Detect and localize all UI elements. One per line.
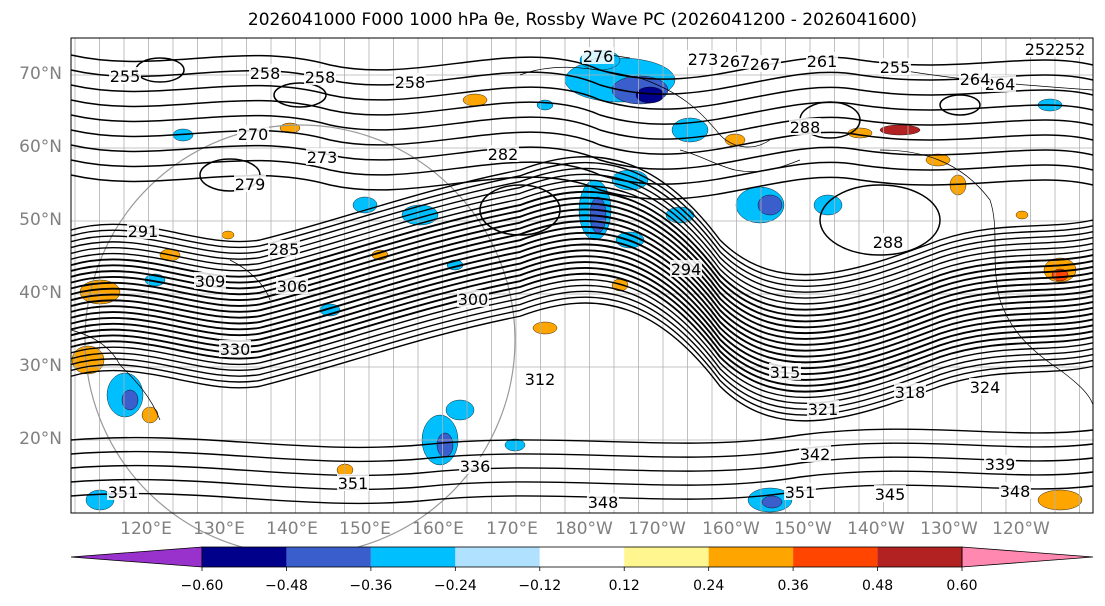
colorbar-tick-label: 0.12	[608, 578, 640, 594]
contour-label: 288	[873, 233, 904, 252]
contour-label: 273	[688, 50, 719, 69]
contour-label: 285	[269, 240, 300, 259]
pc-blob	[879, 124, 921, 136]
contour-label: 339	[985, 455, 1016, 474]
contour-label: 258	[305, 68, 336, 87]
contour-label: 276	[583, 47, 614, 66]
longitude-label: 150°E	[339, 519, 391, 539]
colorbar-tick-label: −0.24	[433, 578, 477, 594]
longitude-label: 170°E	[486, 519, 538, 539]
colorbar-segment	[286, 547, 371, 567]
pc-blob	[1037, 489, 1083, 511]
latitude-label: 70°N	[19, 64, 62, 84]
contour-label: 315	[770, 363, 801, 382]
colorbar-segment	[455, 547, 540, 567]
contour-label: 306	[277, 277, 308, 296]
map-frame	[70, 37, 1094, 514]
colorbar-segment	[202, 547, 287, 567]
contour-label: 291	[128, 222, 159, 241]
colorbar-segment	[708, 547, 794, 567]
contour-label: 309	[195, 272, 226, 291]
contour-label: 321	[808, 400, 839, 419]
pc-blob	[635, 86, 665, 104]
contour-label: 282	[488, 145, 519, 164]
contour-label: 264	[960, 70, 991, 89]
pc-blob	[1015, 210, 1029, 220]
latitude-label: 40°N	[19, 283, 62, 303]
colorbar-tick-label: −0.48	[264, 578, 308, 594]
colorbar-segment	[877, 547, 962, 567]
contour-label: 336	[460, 457, 491, 476]
colorbar-tick-label: −0.12	[518, 578, 562, 594]
colorbar-tick-label: 0.24	[693, 578, 725, 594]
contour-labels: 252 255 258 258 264 267 270 273 276 279 282 285 288 2…	[107, 40, 1086, 512]
colorbar-segment	[370, 547, 456, 567]
colorbar-tick-label: 0.60	[946, 578, 978, 594]
contour-label: 342	[800, 445, 831, 464]
contour-label: 267	[720, 52, 751, 71]
pc-blob	[757, 194, 783, 216]
colorbar-segment	[539, 547, 625, 567]
longitude-label: 120°E	[120, 519, 172, 539]
contour-label: 324	[970, 378, 1001, 397]
contour-label: 270	[238, 125, 269, 144]
contour-label: 258	[250, 64, 281, 83]
longitude-label: 130°W	[920, 519, 978, 539]
contour-label: 258	[395, 73, 426, 92]
colorbar-tick-label: 0.48	[861, 578, 894, 594]
contour-label: 264	[985, 75, 1016, 94]
contour-label: 351	[785, 483, 816, 502]
contour-label: 330	[220, 340, 251, 359]
contour-label: 345	[875, 485, 906, 504]
pc-blob	[121, 389, 139, 411]
graticule	[71, 38, 1093, 556]
longitude-label: 130°E	[193, 519, 245, 539]
contour-label: 348	[588, 493, 619, 512]
colorbar-segment	[624, 547, 709, 567]
longitude-label: 180°W	[555, 519, 613, 539]
contour-label: 261	[807, 52, 838, 71]
contour-label: 294	[671, 260, 702, 279]
contour-label: 255	[880, 58, 911, 77]
colorbar-tick-label: −0.36	[349, 578, 393, 594]
contour-label: 300	[458, 290, 489, 309]
contour-label: 348	[1000, 482, 1031, 501]
map-title: 2026041000 F000 1000 hPa θe, Rossby Wave…	[247, 10, 918, 30]
pc-blob	[761, 495, 783, 509]
colorbar-high-extend	[961, 546, 1094, 568]
colorbar-tick-label: 0.36	[777, 578, 809, 594]
pc-blob	[813, 194, 843, 216]
colorbar-segment	[793, 547, 878, 567]
longitude-label: 140°W	[847, 519, 905, 539]
latitude-label: 30°N	[19, 356, 62, 376]
contour-label: 255	[110, 67, 141, 86]
contour-label: 351	[108, 483, 139, 502]
latitude-label: 60°N	[19, 137, 62, 157]
longitude-label: 160°W	[702, 519, 760, 539]
contour-label: 351	[338, 474, 369, 493]
longitude-label: 140°E	[266, 519, 318, 539]
colorbar-low-extend	[70, 546, 203, 568]
contour-label: 288	[790, 118, 821, 137]
contour-label: 318	[895, 383, 926, 402]
pc-blob	[532, 321, 558, 335]
contour-label: 252	[1025, 40, 1056, 59]
longitude-label: 160°E	[412, 519, 464, 539]
longitude-label: 120°W	[992, 519, 1050, 539]
contour-label: 252	[1055, 40, 1086, 59]
latitude-label: 20°N	[19, 429, 62, 449]
contour-label: 273	[307, 148, 338, 167]
contour-label: 312	[525, 370, 556, 389]
latitude-label: 50°N	[19, 210, 62, 230]
pc-blob	[504, 438, 526, 452]
colorbar-tick-label: −0.60	[180, 578, 224, 594]
contour-label: 267	[750, 55, 781, 74]
contour-label: 279	[235, 175, 266, 194]
longitude-label: 170°W	[628, 519, 686, 539]
longitude-label: 150°W	[774, 519, 832, 539]
